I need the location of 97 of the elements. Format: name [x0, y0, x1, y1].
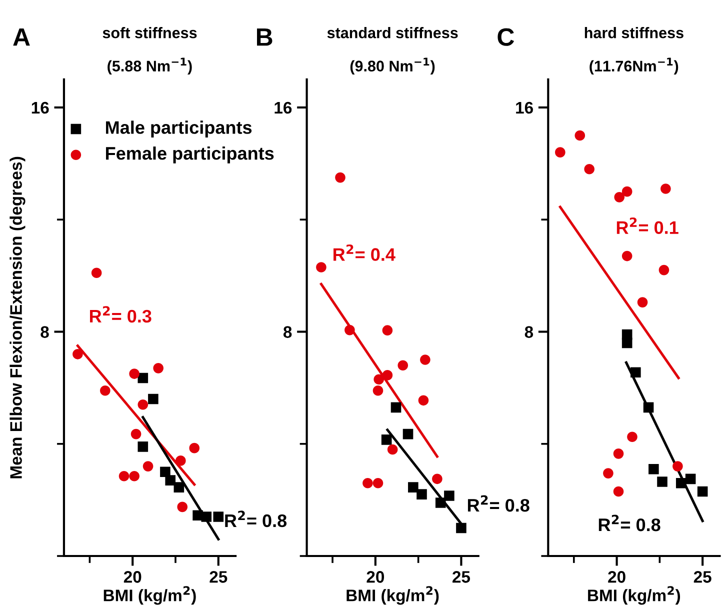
text: A [13, 28, 30, 46]
point [603, 468, 614, 478]
point [398, 360, 408, 371]
annotation: R$^{2}$= 0.3 [90, 306, 152, 323]
point [138, 442, 148, 452]
point [382, 325, 393, 336]
point [637, 297, 648, 308]
point [390, 402, 402, 413]
y-tick-label: 16 [32, 102, 49, 114]
point [697, 486, 708, 497]
point [685, 474, 696, 484]
point [444, 490, 454, 501]
point [381, 434, 392, 445]
point [165, 475, 176, 486]
chart-title: soft stiffness [102, 27, 197, 38]
point [72, 349, 83, 360]
point [100, 385, 110, 396]
y-tick-label: 8 [283, 326, 292, 338]
chart-subtitle: (5.88 Nm$^{−1}$) [108, 58, 192, 75]
point [175, 456, 186, 466]
point [118, 470, 130, 482]
point [316, 262, 326, 272]
legend-label: Female participants [106, 146, 274, 164]
x-tick-label: 25 [210, 571, 228, 583]
point [648, 464, 659, 474]
point [613, 448, 624, 459]
point [153, 363, 164, 374]
point [91, 268, 102, 278]
x-axis-title: BMI (kg/m$^{2}$) [104, 586, 196, 605]
point [584, 164, 594, 174]
x-tick-label: 20 [366, 571, 384, 583]
annotation: R$^{2}$= 0.4 [334, 244, 396, 261]
point [672, 461, 683, 472]
point [174, 482, 184, 492]
point [129, 368, 140, 379]
point [660, 184, 671, 194]
point [201, 512, 212, 522]
point [432, 474, 442, 484]
point [418, 395, 429, 406]
point [408, 482, 418, 492]
point [130, 428, 142, 440]
point [177, 502, 188, 512]
chart-title: standard stiffness [327, 27, 458, 38]
point [382, 370, 393, 380]
point [622, 250, 632, 262]
chart-title: hard stiffness [584, 27, 684, 38]
point [643, 402, 654, 413]
point [142, 461, 154, 472]
point [362, 478, 373, 488]
y-tick-label: 8 [524, 326, 534, 338]
point [372, 385, 384, 396]
annotation: R$^{2}$= 0.8 [225, 510, 287, 528]
point [138, 372, 148, 384]
x-tick-label: 20 [124, 571, 142, 583]
annotation: R$^{2}$= 0.8 [598, 514, 660, 532]
point [555, 147, 566, 158]
text: B [256, 28, 272, 46]
y-axis-title: Mean Elbow Flexion/Extension (degrees) [10, 156, 26, 478]
point [657, 476, 668, 487]
x-tick-label: 20 [608, 571, 626, 583]
point [416, 489, 427, 500]
x-tick-label: 25 [452, 571, 470, 583]
point [676, 478, 686, 488]
point [420, 354, 430, 365]
chart-subtitle: (11.76Nm$^{−1}$) [590, 58, 678, 75]
point [622, 338, 632, 348]
point [189, 442, 200, 454]
legend-label: Male participants [106, 120, 252, 138]
point [402, 428, 414, 440]
point [630, 367, 641, 378]
annotation: R$^{2}$= 0.1 [616, 218, 678, 234]
annotation: R$^{2}$= 0.8 [468, 495, 530, 512]
point [138, 399, 148, 410]
point [614, 192, 625, 202]
x-axis-title: BMI (kg/m$^{2}$) [588, 586, 680, 605]
point [658, 264, 670, 276]
y-tick-label: 16 [274, 102, 292, 114]
point [374, 374, 384, 385]
point [148, 394, 158, 404]
point [435, 498, 446, 508]
point [387, 444, 398, 455]
point [574, 130, 586, 141]
y-tick-label: 8 [40, 326, 49, 338]
y-tick-label: 16 [516, 102, 533, 114]
point [622, 186, 632, 197]
point [456, 522, 466, 534]
point [213, 512, 224, 522]
point [613, 486, 624, 497]
text: C [498, 28, 514, 46]
point [627, 432, 638, 442]
point [129, 470, 140, 482]
point [344, 324, 355, 336]
point [335, 172, 346, 183]
chart-subtitle: (9.80 Nm$^{−1}$) [350, 58, 435, 75]
x-axis-title: BMI (kg/m$^{2}$) [346, 586, 439, 605]
x-tick-label: 25 [694, 571, 712, 583]
point [372, 478, 384, 488]
